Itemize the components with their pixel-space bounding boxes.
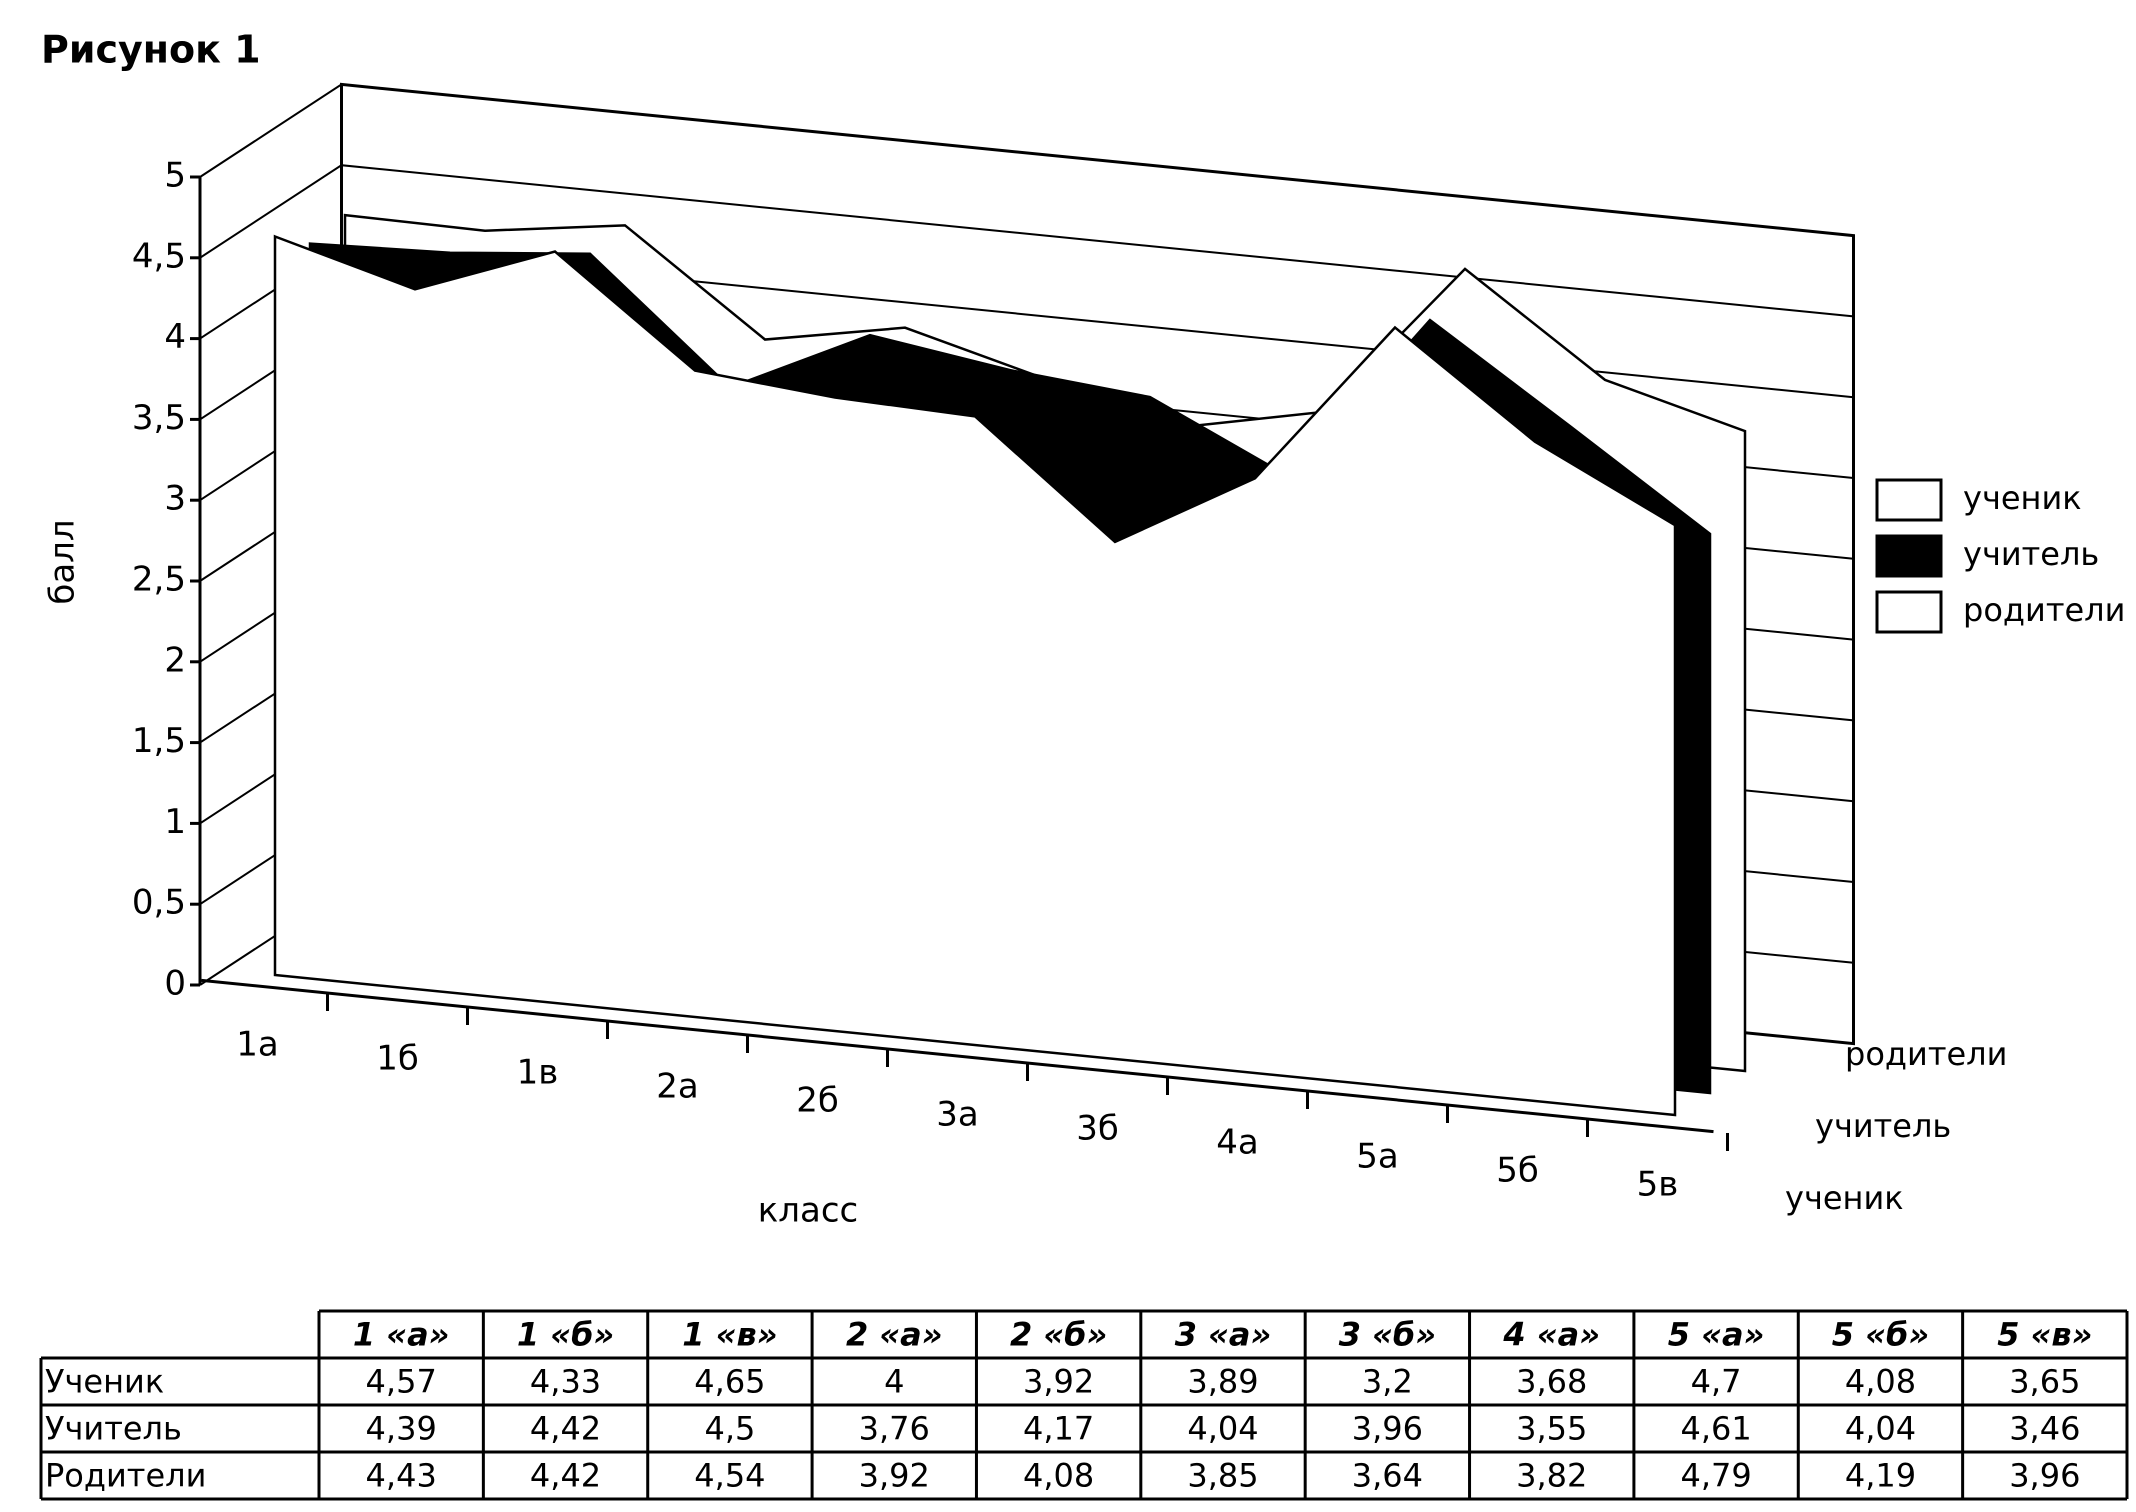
table-header: 1 «б» xyxy=(517,1316,614,1354)
legend-label: ученик xyxy=(1963,479,2082,517)
y-tick-label: 0 xyxy=(164,964,186,1004)
x-tick-label: 1а xyxy=(236,1025,278,1065)
table-header: 2 «б» xyxy=(1010,1316,1107,1354)
legend-swatch xyxy=(1875,534,1943,578)
y-tick-label: 2,5 xyxy=(132,560,186,600)
table-cell: 4,08 xyxy=(1023,1457,1094,1495)
legend-label: учитель xyxy=(1963,535,2099,573)
x-tick-label: 5в xyxy=(1637,1165,1679,1205)
y-tick-label: 3 xyxy=(164,479,186,519)
table-header: 3 «а» xyxy=(1175,1316,1272,1354)
table-cell: 4,19 xyxy=(1845,1457,1916,1495)
table-header: 5 «б» xyxy=(1832,1316,1929,1354)
legend-swatch xyxy=(1875,478,1943,522)
table-cell: 4,65 xyxy=(694,1363,765,1401)
table-cell: 4,79 xyxy=(1680,1457,1751,1495)
x-tick-label: 5а xyxy=(1356,1137,1398,1177)
table-cell: 4 xyxy=(884,1363,904,1401)
table-cell: 4,04 xyxy=(1845,1410,1916,1448)
figure-title: Рисунок 1 xyxy=(41,28,261,72)
x-tick-label: 4а xyxy=(1216,1123,1258,1163)
legend-swatch xyxy=(1875,590,1943,634)
y-axis-label: балл xyxy=(43,519,83,604)
table-header: 5 «а» xyxy=(1668,1316,1765,1354)
x-axis-label: класс xyxy=(758,1191,859,1231)
table-row-label: Родители xyxy=(45,1457,206,1495)
table-cell: 3,92 xyxy=(859,1457,930,1495)
table-cell: 4,7 xyxy=(1691,1363,1742,1401)
table-header: 1 «в» xyxy=(682,1316,777,1354)
table-cell: 3,92 xyxy=(1023,1363,1094,1401)
table-cell: 4,08 xyxy=(1845,1363,1916,1401)
table-cell: 3,76 xyxy=(859,1410,930,1448)
x-tick-label: 2а xyxy=(656,1067,698,1107)
x-tick-label: 1б xyxy=(376,1039,419,1079)
table-cell: 3,2 xyxy=(1362,1363,1413,1401)
table-cell: 3,82 xyxy=(1516,1457,1587,1495)
table-cell: 4,5 xyxy=(704,1410,755,1448)
table-cell: 4,33 xyxy=(530,1363,601,1401)
table-header: 5 «в» xyxy=(1997,1316,2092,1354)
table-cell: 4,04 xyxy=(1187,1410,1258,1448)
x-tick-label: 3б xyxy=(1076,1109,1119,1149)
table-cell: 4,42 xyxy=(530,1457,601,1495)
y-tick-label: 4 xyxy=(164,317,186,357)
table-cell: 3,64 xyxy=(1352,1457,1423,1495)
grid-line xyxy=(199,83,1854,237)
table-cell: 3,68 xyxy=(1516,1363,1587,1401)
y-tick-label: 3,5 xyxy=(132,398,186,438)
table-cell: 4,61 xyxy=(1680,1410,1751,1448)
y-tick-label: 2 xyxy=(164,640,186,680)
table-row-label: Ученик xyxy=(45,1363,164,1401)
depth-label: родители xyxy=(1845,1035,2007,1073)
legend-label: родители xyxy=(1963,591,2125,629)
table-cell: 4,43 xyxy=(366,1457,437,1495)
area xyxy=(273,234,1677,1117)
table-cell: 4,57 xyxy=(366,1363,437,1401)
table-header: 2 «а» xyxy=(846,1316,943,1354)
depth-label: учитель xyxy=(1815,1107,1951,1145)
y-tick-label: 1 xyxy=(164,802,186,842)
table-cell: 4,17 xyxy=(1023,1410,1094,1448)
x-tick-label: 5б xyxy=(1496,1151,1539,1191)
table-cell: 3,85 xyxy=(1187,1457,1258,1495)
table-row-label: Учитель xyxy=(45,1410,182,1448)
y-tick-label: 1,5 xyxy=(132,721,186,761)
x-tick-label: 2б xyxy=(796,1081,839,1121)
x-tick-label: 1в xyxy=(517,1053,559,1093)
table-cell: 3,89 xyxy=(1187,1363,1258,1401)
table-cell: 4,42 xyxy=(530,1410,601,1448)
table-cell: 4,54 xyxy=(694,1457,765,1495)
table-cell: 3,96 xyxy=(2009,1457,2080,1495)
x-tick-label: 3а xyxy=(936,1095,978,1135)
y-tick-label: 4,5 xyxy=(132,236,186,276)
table-cell: 3,96 xyxy=(1352,1410,1423,1448)
y-tick-label: 5 xyxy=(164,156,186,196)
table-cell: 4,39 xyxy=(366,1410,437,1448)
y-tick-label: 0,5 xyxy=(132,883,186,923)
table-header: 4 «а» xyxy=(1502,1316,1600,1354)
table-header: 1 «а» xyxy=(353,1316,450,1354)
table-cell: 3,55 xyxy=(1516,1410,1587,1448)
x-axis xyxy=(201,978,1714,1134)
depth-label: ученик xyxy=(1785,1179,1904,1217)
table-cell: 3,65 xyxy=(2009,1363,2080,1401)
table-header: 3 «б» xyxy=(1339,1316,1436,1354)
grid-line xyxy=(199,164,1854,318)
table-cell: 3,46 xyxy=(2009,1410,2080,1448)
